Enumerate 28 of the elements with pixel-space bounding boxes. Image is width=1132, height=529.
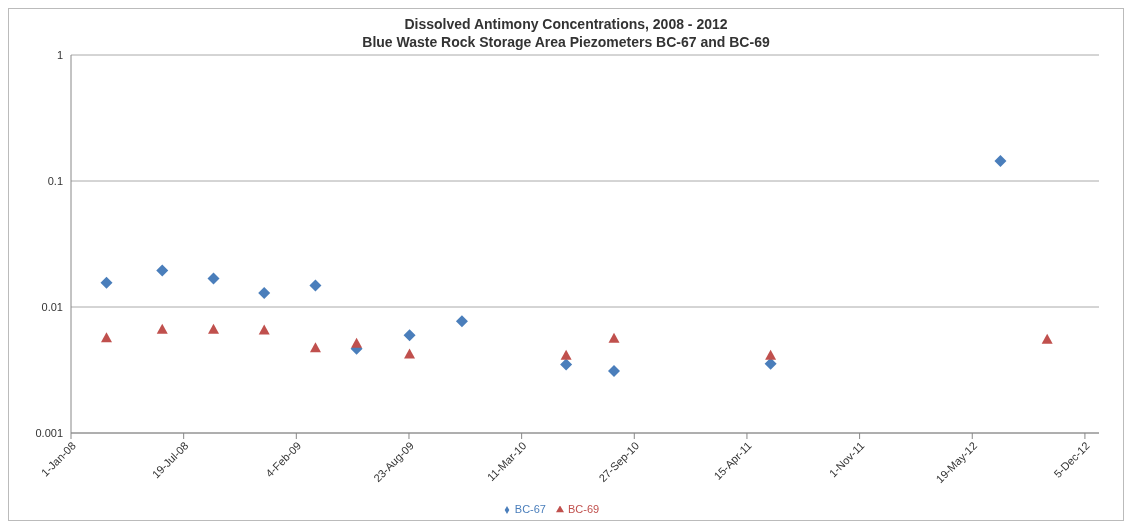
legend-label: BC-69	[568, 503, 600, 515]
point	[608, 365, 621, 378]
point	[309, 342, 321, 353]
point	[403, 329, 416, 342]
point	[258, 287, 271, 300]
point	[156, 264, 169, 277]
point	[258, 324, 270, 335]
point	[351, 337, 363, 348]
point	[560, 349, 572, 360]
point	[207, 272, 220, 285]
point	[100, 276, 113, 289]
point	[560, 358, 573, 371]
y-tick-label: 0.01	[41, 300, 63, 313]
y-tick-label: 0.1	[47, 174, 63, 187]
chart-subtitle: Blue Waste Rock Storage Area Piezometers BC-67 and BC-69	[362, 34, 770, 50]
point	[765, 349, 777, 360]
point	[994, 155, 1007, 168]
point	[309, 279, 322, 292]
point	[608, 332, 620, 343]
point	[1041, 333, 1053, 344]
point	[208, 323, 220, 334]
chart-title: Dissolved Antimony Concentrations, 2008 - 2012	[403, 15, 729, 33]
point	[156, 323, 168, 334]
y-tick-label: 1	[56, 48, 63, 61]
point	[455, 315, 468, 328]
point	[100, 332, 112, 343]
y-tick-label: 0.001	[35, 426, 63, 439]
legend-label: BC-67	[514, 503, 546, 515]
